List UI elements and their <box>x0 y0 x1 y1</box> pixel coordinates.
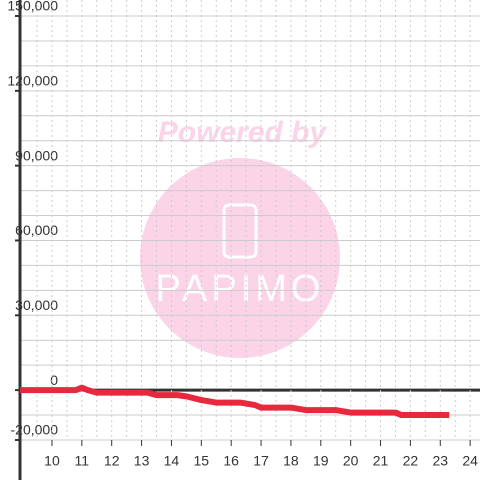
x-tick-label: 23 <box>432 453 448 469</box>
y-tick-label: 150,000 <box>7 0 58 14</box>
x-tick-label: 14 <box>164 453 180 469</box>
y-tick-label: 0 <box>50 372 58 388</box>
x-tick-label: 20 <box>343 453 359 469</box>
x-tick-label: 22 <box>403 453 419 469</box>
x-tick-label: 13 <box>134 453 150 469</box>
y-tick-label: -20,000 <box>11 422 59 438</box>
x-tick-label: 11 <box>75 453 90 469</box>
y-tick-label: 30,000 <box>15 297 58 313</box>
x-tick-label: 24 <box>462 453 478 469</box>
watermark-icon <box>222 203 258 259</box>
x-tick-label: 19 <box>313 453 329 469</box>
y-tick-label: 60,000 <box>15 222 58 238</box>
x-tick-label: 18 <box>283 453 299 469</box>
x-tick-label: 10 <box>44 453 60 469</box>
y-tick-label: 90,000 <box>15 147 58 163</box>
y-tick-label: 120,000 <box>7 73 58 89</box>
x-tick-label: 17 <box>253 453 269 469</box>
x-tick-label: 21 <box>373 453 389 469</box>
watermark-logo: PAPIMO <box>156 268 325 310</box>
x-tick-label: 16 <box>223 453 239 469</box>
x-tick-label: 15 <box>194 453 210 469</box>
x-tick-label: 12 <box>104 453 120 469</box>
watermark-text: Powered by <box>158 116 328 149</box>
line <box>20 384 450 419</box>
